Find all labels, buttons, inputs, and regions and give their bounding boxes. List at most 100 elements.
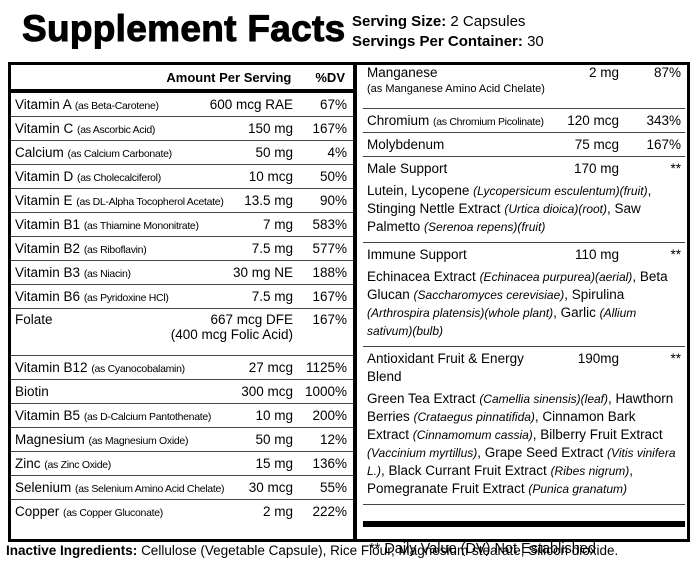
nutrient-name: Zinc (15, 456, 41, 471)
nutrient-row: Folate 667 mcg DFE (400 mcg Folic Acid) 167… (11, 309, 353, 356)
blend-ingredients: Green Tea Extract (Camellia sinensis)(le… (367, 390, 681, 498)
ingredient-text: Green Tea Extract (367, 391, 480, 406)
amount: 600 mcg RAE (209, 97, 293, 112)
amount: 50 mg (255, 432, 293, 447)
ingredient-text: (Allium sativum)(bulb) (367, 306, 637, 338)
blend-name: Immune Support (367, 247, 467, 262)
nutrient-row: Magnesium (as Magnesium Oxide) 50 mg 12% (11, 428, 353, 452)
nutrient-name: Molybdenum (367, 137, 445, 152)
nutrient-row: Copper (as Copper Gluconate) 2 mg 222% (11, 500, 353, 523)
nutrient-row: Chromium (as Chromium Picolinate) 120 mcg… (363, 109, 685, 133)
daily-value: 87% (653, 65, 681, 80)
amount: 30 mg NE (232, 265, 293, 280)
blend-header: Antioxidant Fruit & Energy Blend 190mg ** (367, 350, 681, 386)
ingredient-text: , Grape Seed Extract (477, 445, 608, 460)
nutrient-row: Vitamin B1 (as Thiamine Mononitrate) 7 mg… (11, 213, 353, 237)
amount-cell: 10 mcg (249, 169, 293, 184)
ingredient-text: (Echinacea purpurea)(aerial) (479, 270, 633, 284)
nutrient-name: Calcium (15, 145, 64, 160)
daily-value: 67% (319, 97, 347, 112)
nutrient-name: Vitamin B2 (15, 241, 81, 256)
nutrient-name: Selenium (15, 480, 72, 495)
nutrient-name: Vitamin E (15, 193, 73, 208)
ingredient-text: (Vaccinium myrtillus) (367, 446, 478, 460)
blend-header: Male Support 170 mg ** (367, 160, 681, 178)
nutrient-source: (as Niacin) (83, 268, 131, 280)
nutrient-name-cell: Vitamin C (as Ascorbic Acid) (15, 121, 248, 136)
nutrient-name-cell: Vitamin A (as Beta-Carotene) (15, 97, 210, 112)
value: 2 Capsules (450, 13, 526, 30)
nutrient-row: Vitamin A (as Beta-Carotene) 600 mcg RAE 6… (11, 93, 353, 117)
amount: 27 mcg (248, 360, 293, 375)
amount: 300 mcg (241, 384, 293, 399)
ingredient-text: , Garlic (553, 305, 600, 320)
nutrient-source: (as Magnesium Oxide) (88, 435, 189, 447)
blend-name: Antioxidant Fruit & Energy Blend (367, 351, 524, 384)
ingredient-text: , Spirulina (564, 287, 625, 302)
amount-cell: 150 mg (248, 121, 293, 136)
nutrient-name-cell: Vitamin E (as DL-Alpha Tocopherol Acetat… (15, 193, 244, 208)
ingredient-text: , Black Currant Fruit Extract (381, 463, 551, 478)
nutrient-name-cell: Vitamin B12 (as Cyanocobalamin) (15, 360, 249, 375)
nutrient-row: Vitamin C (as Ascorbic Acid) 150 mg 167% (11, 117, 353, 141)
nutrient-row: Selenium (as Selenium Amino Acid Chelate… (11, 476, 353, 500)
nutrient-name: Vitamin A (15, 97, 72, 112)
blend: Male Support 170 mg ** Lutein, Lycopene (Ly… (363, 157, 685, 243)
amount-cell: 30 mg NE (233, 265, 293, 280)
thick-bar (363, 521, 685, 527)
serving-size: Serving Size: 2 Capsules (352, 12, 544, 32)
daily-value: 50% (319, 169, 347, 184)
nutrient-name: Vitamin B12 (15, 360, 88, 375)
nutrient-name: Folate (15, 312, 53, 327)
ingredient-text: (Arthrospira platensis)(whole plant) (367, 306, 554, 320)
nutrient-source: (as Cholecalciferol) (77, 172, 161, 184)
servings: Servings Per Container: 30 (352, 32, 544, 52)
nutrient-name: Vitamin B5 (15, 408, 81, 423)
amount: 7.5 mg (251, 289, 293, 304)
left-table: Amount Per Serving %DV Vitamin A (as Bet… (11, 65, 353, 539)
amount: 150 mg (247, 121, 293, 136)
nutrient-name-cell: Zinc (as Zinc Oxide) (15, 456, 255, 471)
daily-value: 583% (312, 217, 347, 232)
ingredient-text: (Crataegus pinnatifida) (413, 410, 535, 424)
ingredient-text: , Saw Palmetto (367, 201, 641, 234)
value: 30 (527, 33, 544, 50)
amount-cell: 7 mg (263, 217, 293, 232)
amount-cell: 7.5 mg (252, 241, 293, 256)
nutrient-note: (as Manganese Amino Acid Chelate) (367, 83, 545, 95)
daily-value: 136% (312, 456, 347, 471)
ingredient-text: , Beta Glucan (367, 269, 668, 302)
nutrient-row: Manganese (as Manganese Amino Acid Chelat… (363, 65, 685, 109)
label: Inactive Ingredients: (6, 543, 138, 558)
nutrient-source: (as Ascorbic Acid) (77, 124, 156, 136)
label: Serving Size: (352, 13, 447, 30)
amount-cell: 50 mg (255, 145, 293, 160)
amount-cell: 13.5 mg (244, 193, 293, 208)
amount: 2 mg (262, 504, 293, 519)
nutrient-source: (as Pyridoxine HCl) (83, 292, 169, 304)
ingredient-text: Lutein, Lycopene (367, 183, 474, 198)
nutrient-name: Vitamin D (15, 169, 74, 184)
nutrient-source: (as DL-Alpha Tocopherol Acetate) (76, 196, 224, 208)
blend-name: Male Support (367, 161, 448, 176)
nutrient-name-cell: Vitamin B6 (as Pyridoxine HCl) (15, 289, 252, 304)
ingredient-text: , Stinging Nettle Extract (367, 183, 652, 216)
nutrient-row: Biotin 300 mcg 1000% (11, 380, 353, 404)
ingredient-text: (Punica granatum) (528, 482, 628, 496)
nutrient-name-cell: Magnesium (as Magnesium Oxide) (15, 432, 255, 447)
amount-cell: 2 mg (589, 65, 619, 80)
ingredient-text: (Serenoa repens)(fruit) (424, 220, 546, 234)
nutrient-name-cell: Chromium (as Chromium Picolinate) (367, 113, 567, 128)
nutrient-name-cell: Vitamin B3 (as Niacin) (15, 265, 233, 280)
blend-dv: ** (670, 247, 681, 262)
blend: Immune Support 110 mg ** Echinacea Extract … (363, 243, 685, 347)
amount-cell: 600 mcg RAE (210, 97, 293, 112)
nutrient-name: Magnesium (15, 432, 85, 447)
ingredient-text: (Cinnamomum cassia) (412, 428, 533, 442)
nutrient-name: Biotin (15, 384, 49, 399)
amount-cell: 300 mcg (241, 384, 293, 399)
nutrient-source: (as Chromium Picolinate) (433, 116, 544, 128)
amount-cell: 15 mg (255, 456, 293, 471)
nutrient-name: Manganese (367, 65, 438, 80)
